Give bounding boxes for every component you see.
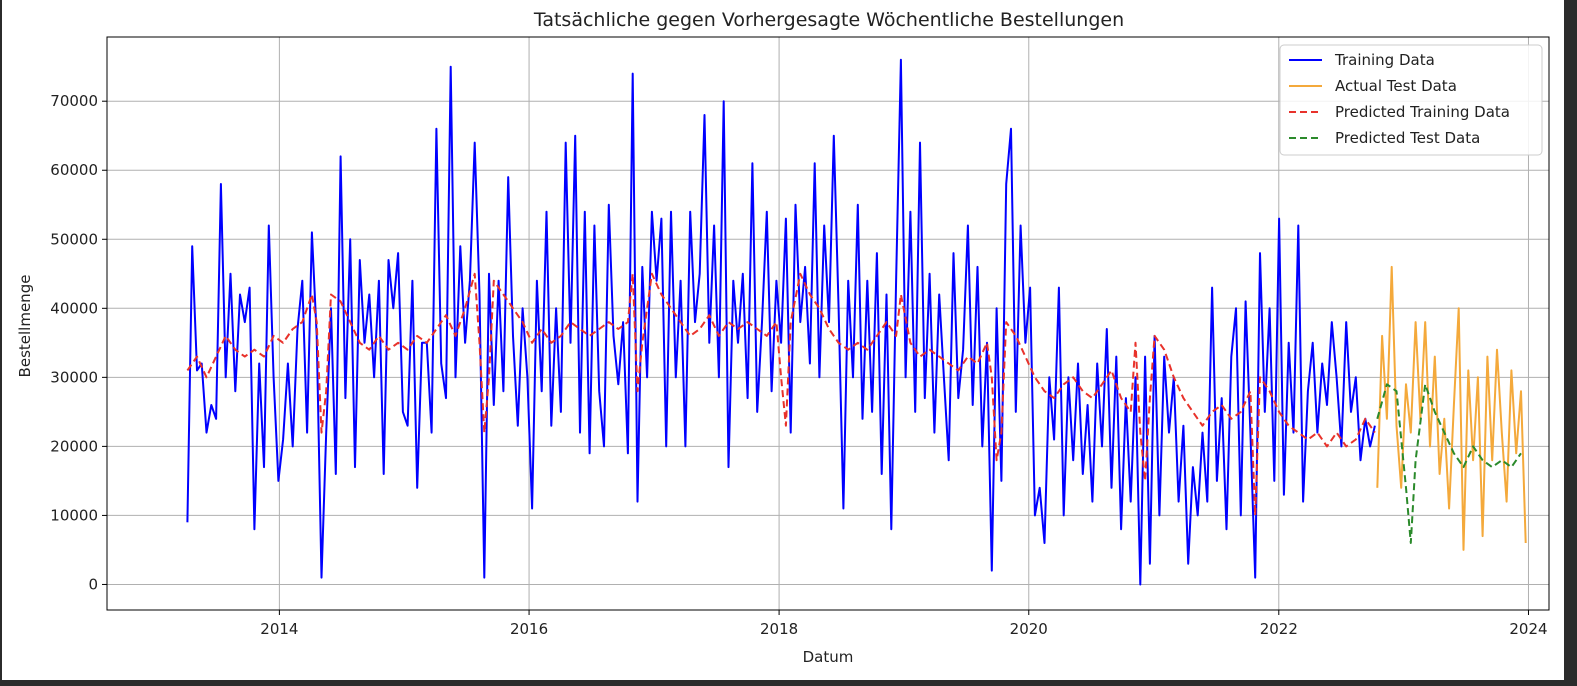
series-layer [186,58,1527,586]
series-line-training-data [186,58,1376,586]
x-tick-label: 2016 [510,620,548,638]
x-tick-label: 2022 [1260,620,1298,638]
series-line-predicted-test-data [1376,383,1522,544]
series-line-predicted-training-data [186,272,1376,517]
y-axis-ticks: 0 10000 20000 30000 40000 50000 60000 70000 [50,92,107,593]
y-tick-label: 70000 [50,92,98,110]
legend-label: Training Data [1334,51,1435,69]
legend-label: Actual Test Data [1335,77,1457,95]
legend-box [1279,44,1543,156]
y-tick-label: 60000 [50,161,98,179]
y-tick-label: 0 [88,575,98,593]
chart-title: Tatsächliche gegen Vorhergesagte Wöchent… [533,9,1124,31]
x-axis-label: Datum [803,648,854,666]
y-tick-label: 30000 [50,368,98,386]
x-tick-label: 2020 [1010,620,1048,638]
x-tick-label: 2024 [1509,620,1547,638]
x-tick-label: 2018 [760,620,798,638]
legend-label: Predicted Test Data [1335,129,1480,147]
y-tick-label: 40000 [50,299,98,317]
y-tick-label: 50000 [50,230,98,248]
y-tick-label: 20000 [50,437,98,455]
plot-frame [106,36,1550,611]
legend: Training Data Actual Test Data Predicted T… [1279,44,1543,156]
x-tick-label: 2014 [260,620,298,638]
series-line-actual-test-data [1376,265,1527,551]
y-axis-label: Bestellmenge [16,275,34,378]
legend-label: Predicted Training Data [1335,103,1510,121]
y-tick-label: 10000 [50,506,98,524]
x-axis-ticks: 2014 2016 2018 2020 2022 2024 [260,610,1548,638]
